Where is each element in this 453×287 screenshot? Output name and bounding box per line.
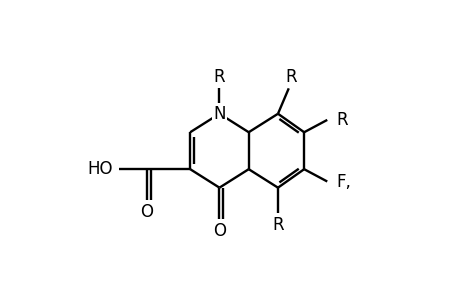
Text: R: R (285, 68, 297, 86)
Text: R: R (272, 216, 284, 234)
Text: HO: HO (87, 160, 113, 178)
Text: O: O (140, 203, 154, 220)
Text: F,: F, (337, 172, 352, 191)
Text: O: O (213, 222, 226, 240)
Text: R: R (337, 111, 348, 129)
Text: R: R (214, 68, 225, 86)
Text: N: N (213, 105, 226, 123)
